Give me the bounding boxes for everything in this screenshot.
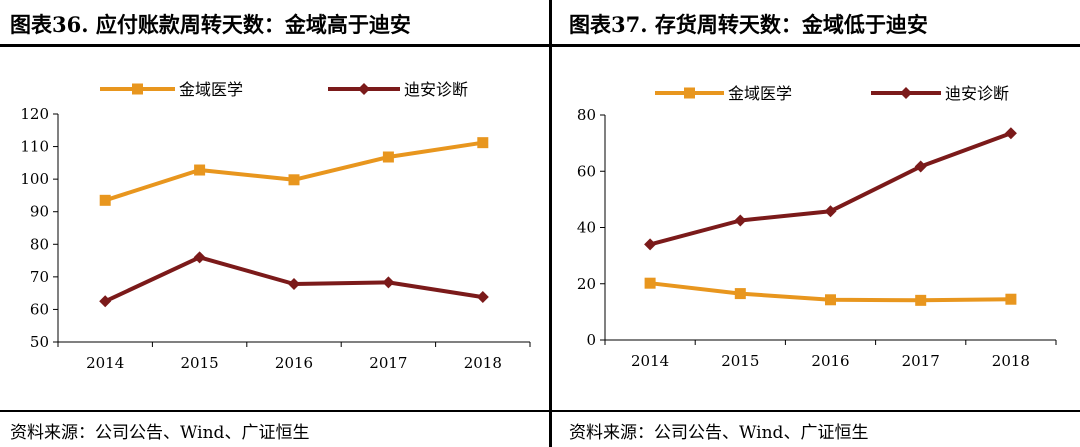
data-point (99, 194, 111, 206)
x-tick-label: 2016 (811, 352, 849, 370)
data-point (288, 278, 300, 291)
data-point (193, 251, 206, 264)
legend-marker (684, 87, 695, 99)
chart-title: 图表37. 存货周转天数：金域低于迪安 (569, 12, 928, 37)
data-point (644, 277, 656, 289)
title-rule (551, 44, 1080, 47)
y-tick-label: 90 (30, 203, 49, 221)
x-tick-label: 2018 (464, 354, 502, 372)
data-point (477, 137, 489, 149)
chart-right: 0 20 40 60 80 2014 2015 2016 2017 2018 金域医学 迪安诊断 (577, 84, 1057, 370)
legend-marker (132, 83, 143, 95)
legend-marker (358, 83, 370, 95)
data-point (288, 174, 300, 186)
title-rule (0, 44, 551, 47)
data-point (734, 288, 746, 300)
source-rule (551, 410, 1080, 412)
data-point (1005, 293, 1017, 305)
data-point (99, 295, 112, 308)
source-note: 资料来源：公司公告、Wind、广证恒生 (569, 423, 869, 443)
data-point (644, 238, 657, 251)
data-point (825, 294, 836, 306)
chart-left: 50 60 70 80 90 100 110 120 2014 2015 2016 2017 2018 金… (20, 80, 531, 372)
y-tick-label: 100 (20, 170, 49, 188)
x-tick-label: 2014 (631, 352, 669, 370)
series-line (649, 131, 1012, 247)
legend-label: 金域医学 (728, 84, 792, 103)
left-panel: 图表36. 应付账款周转天数：金域高于迪安 50 60 70 80 90 100 110 12… (0, 12, 551, 443)
data-point (734, 214, 747, 227)
y-tick-label: 20 (577, 275, 596, 293)
legend-label: 金域医学 (179, 80, 243, 99)
data-point (915, 294, 927, 306)
data-point (382, 151, 394, 163)
x-tick-label: 2016 (275, 354, 313, 372)
data-point (382, 276, 395, 289)
source-note: 资料来源：公司公告、Wind、广证恒生 (10, 423, 310, 443)
data-point (476, 291, 489, 304)
y-tick-label: 80 (30, 235, 49, 253)
legend-marker (900, 87, 912, 99)
x-tick-label: 2015 (721, 352, 759, 370)
y-tick-label: 110 (20, 138, 49, 156)
data-point (824, 205, 837, 218)
panel-divider (549, 0, 552, 447)
y-tick-label: 60 (30, 300, 49, 318)
source-rule (0, 410, 551, 412)
y-tick-label: 80 (577, 106, 596, 124)
data-point (914, 160, 927, 173)
y-tick-label: 70 (30, 268, 49, 286)
right-panel: 图表37. 存货周转天数：金域低于迪安 0 20 40 60 80 2014 2015 201… (551, 0, 1080, 447)
series-line (104, 140, 484, 203)
x-tick-label: 2014 (86, 354, 124, 372)
x-tick-label: 2015 (181, 354, 219, 372)
y-tick-label: 120 (20, 105, 49, 123)
x-tick-label: 2017 (902, 352, 940, 370)
x-tick-label: 2017 (369, 354, 407, 372)
y-tick-label: 0 (586, 331, 596, 349)
y-tick-label: 40 (577, 219, 596, 237)
x-tick-label: 2018 (992, 352, 1030, 370)
chart-title: 图表36. 应付账款周转天数：金域高于迪安 (10, 12, 411, 37)
legend-label: 迪安诊断 (945, 84, 1009, 103)
data-point (1004, 127, 1017, 140)
data-point (194, 164, 206, 176)
legend-label: 迪安诊断 (404, 80, 468, 99)
y-tick-label: 60 (577, 162, 596, 180)
y-tick-label: 50 (30, 333, 49, 351)
